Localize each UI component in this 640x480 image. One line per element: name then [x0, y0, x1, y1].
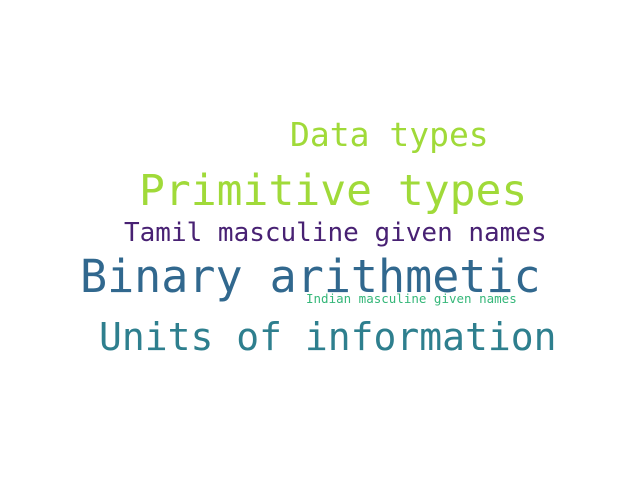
word-indian-masculine-given-names: Indian masculine given names [306, 291, 517, 306]
word-data-types: Data types [290, 115, 489, 154]
word-primitive-types: Primitive types [139, 166, 528, 216]
word-tamil-masculine-given-names: Tamil masculine given names [124, 218, 547, 248]
word-units-of-information: Units of information [99, 315, 557, 359]
word-binary-arithmetic: Binary arithmetic [80, 250, 541, 303]
